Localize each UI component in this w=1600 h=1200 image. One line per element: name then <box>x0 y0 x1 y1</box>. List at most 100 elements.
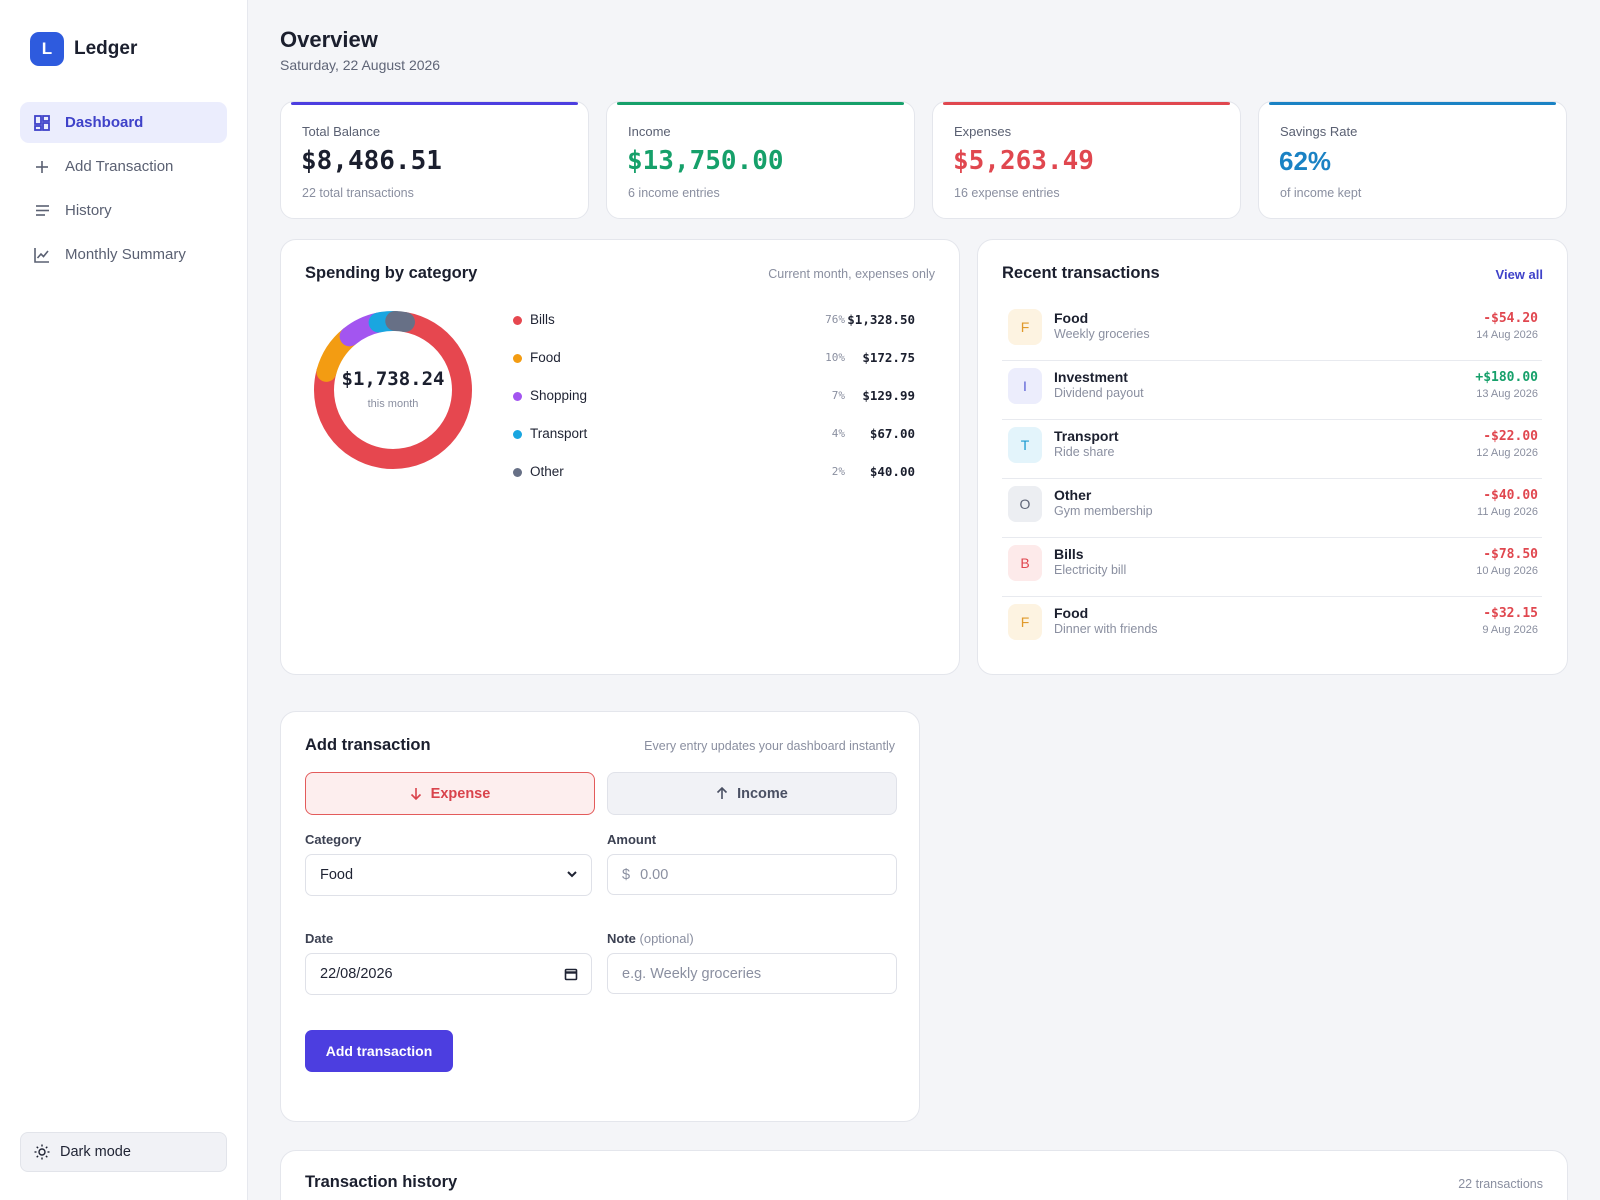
legend-amount: $67.00 <box>869 426 915 441</box>
view-all-link[interactable]: View all <box>1495 267 1543 282</box>
expense-toggle-button[interactable]: Expense <box>305 772 595 815</box>
legend-row-shopping: Shopping 7% $129.99 <box>513 380 923 418</box>
amount-label: Amount <box>607 832 657 847</box>
stat-label: Total Balance <box>302 124 381 139</box>
legend-pct: 4% <box>831 427 845 440</box>
category-avatar: F <box>1008 604 1042 640</box>
arrow-down-icon <box>410 787 422 800</box>
spending-title: Spending by category <box>305 264 478 282</box>
legend-dot <box>513 430 522 439</box>
category-avatar: F <box>1008 309 1042 345</box>
legend-name: Food <box>530 350 561 365</box>
sidebar-item-dashboard[interactable]: Dashboard <box>20 102 227 143</box>
transaction-amount: +$180.00 <box>1475 370 1538 385</box>
transaction-note: Electricity bill <box>1054 563 1127 577</box>
category-select[interactable]: Food <box>305 854 592 896</box>
legend-amount: $129.99 <box>862 388 915 403</box>
stat-label: Savings Rate <box>1280 124 1358 139</box>
stat-value: $5,263.49 <box>953 146 1094 176</box>
legend-dot <box>513 316 522 325</box>
chevron-down-icon <box>566 868 578 880</box>
legend-pct: 7% <box>831 389 845 402</box>
donut-slice-transport <box>314 311 472 469</box>
legend-dot <box>513 392 522 401</box>
brand-name: Ledger <box>74 38 138 59</box>
legend-amount: $172.75 <box>862 350 915 365</box>
transaction-category: Investment <box>1054 369 1128 385</box>
sidebar-item-monthly-summary[interactable]: Monthly Summary <box>20 234 227 275</box>
category-avatar: O <box>1008 486 1042 522</box>
transaction-category: Food <box>1054 605 1089 621</box>
stat-card-savings-rate: Savings Rate 62% of income kept <box>1258 101 1567 219</box>
add-transaction-button[interactable]: Add transaction <box>305 1030 453 1072</box>
recent-transactions-card: Recent transactions View all F Food Week… <box>977 239 1568 675</box>
spending-legend: Bills 76% $1,328.50 Food 10% $172.75 Sho… <box>513 304 923 494</box>
note-label: Note (optional) <box>607 931 694 946</box>
spending-hint: Current month, expenses only <box>768 267 935 281</box>
category-avatar: B <box>1008 545 1042 581</box>
legend-row-other: Other 2% $40.00 <box>513 456 923 494</box>
legend-amount: $40.00 <box>869 464 915 479</box>
stat-accent-bar <box>943 102 1230 105</box>
stat-label: Income <box>628 124 671 139</box>
transaction-row[interactable]: T Transport Ride share -$22.00 12 Aug 20… <box>1002 420 1542 479</box>
sun-icon <box>34 1144 50 1160</box>
dashboard-icon <box>33 114 51 132</box>
date-label: Date <box>305 931 334 946</box>
transaction-date: 12 Aug 2026 <box>1476 447 1538 459</box>
history-count: 22 transactions <box>1458 1177 1543 1191</box>
legend-row-food: Food 10% $172.75 <box>513 342 923 380</box>
income-toggle-button[interactable]: Income <box>607 772 897 815</box>
stat-value: $8,486.51 <box>301 146 442 176</box>
transaction-amount: -$54.20 <box>1483 311 1538 326</box>
sidebar: L Ledger Dashboard Add Transaction Histo… <box>0 0 248 1200</box>
income-label: Income <box>737 785 788 802</box>
sidebar-item-label: History <box>65 202 112 219</box>
legend-name: Bills <box>530 312 555 327</box>
list-icon <box>33 202 51 220</box>
brand[interactable]: L Ledger <box>30 32 137 66</box>
sidebar-item-add-transaction[interactable]: Add Transaction <box>20 146 227 187</box>
note-placeholder: e.g. Weekly groceries <box>622 965 762 982</box>
sidebar-item-history[interactable]: History <box>20 190 227 231</box>
legend-row-transport: Transport 4% $67.00 <box>513 418 923 456</box>
transaction-category: Other <box>1054 487 1092 503</box>
dark-mode-toggle[interactable]: Dark mode <box>20 1132 227 1172</box>
spending-donut: $1,738.24 this month <box>313 310 473 470</box>
transaction-amount: -$40.00 <box>1483 488 1538 503</box>
transaction-amount: -$78.50 <box>1483 547 1538 562</box>
donut-slice-bills <box>314 311 472 469</box>
donut-slice-other <box>314 311 472 469</box>
history-title: Transaction history <box>305 1173 458 1191</box>
transaction-row[interactable]: I Investment Dividend payout +$180.00 13… <box>1002 361 1542 420</box>
donut-slice-shopping <box>314 311 472 469</box>
recent-list: F Food Weekly groceries -$54.20 14 Aug 2… <box>1002 302 1542 656</box>
amount-placeholder: 0.00 <box>640 866 669 883</box>
transaction-row[interactable]: F Food Dinner with friends -$32.15 9 Aug… <box>1002 597 1542 656</box>
transaction-row[interactable]: F Food Weekly groceries -$54.20 14 Aug 2… <box>1002 302 1542 361</box>
transaction-note: Dinner with friends <box>1054 622 1158 636</box>
legend-name: Transport <box>530 426 588 441</box>
arrow-up-icon <box>716 787 728 800</box>
legend-dot <box>513 354 522 363</box>
transaction-note: Dividend payout <box>1054 386 1144 400</box>
calendar-icon[interactable] <box>564 967 578 981</box>
category-avatar: I <box>1008 368 1042 404</box>
transaction-row[interactable]: B Bills Electricity bill -$78.50 10 Aug … <box>1002 538 1542 597</box>
donut-total: $1,738.24 <box>341 368 445 390</box>
legend-pct: 2% <box>831 465 845 478</box>
stat-value: 62% <box>1279 146 1332 176</box>
chart-icon <box>33 246 51 264</box>
amount-input[interactable]: $ 0.00 <box>607 854 897 895</box>
date-input[interactable]: 22/08/2026 <box>305 953 592 995</box>
stat-label: Expenses <box>954 124 1012 139</box>
stat-accent-bar <box>617 102 904 105</box>
transaction-category: Food <box>1054 310 1089 326</box>
note-input[interactable]: e.g. Weekly groceries <box>607 953 897 994</box>
sidebar-nav: Dashboard Add Transaction History Monthl… <box>20 102 227 278</box>
transaction-row[interactable]: O Other Gym membership -$40.00 11 Aug 20… <box>1002 479 1542 538</box>
transaction-date: 9 Aug 2026 <box>1482 624 1538 636</box>
note-label-text: Note <box>607 931 636 946</box>
brand-logo: L <box>30 32 64 66</box>
stat-card-income: Income $13,750.00 6 income entries <box>606 101 915 219</box>
